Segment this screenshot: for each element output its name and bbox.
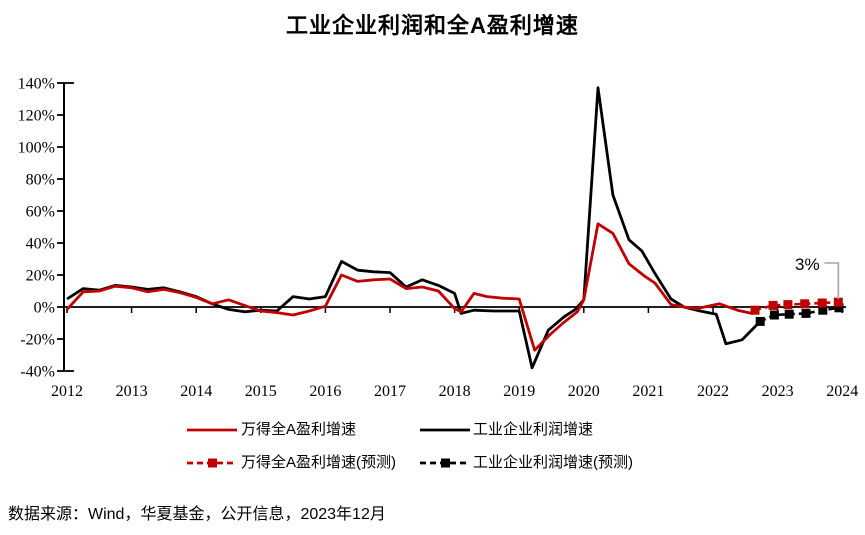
- legend-sample-red-solid: [187, 428, 237, 432]
- forecast-marker: [769, 310, 779, 320]
- annotation-label: 3%: [795, 255, 820, 274]
- legend-sample-red-dashed: [187, 458, 237, 468]
- x-tick-label: 2013: [116, 383, 148, 400]
- series-line-red: [65, 222, 756, 352]
- y-tick-label: -20%: [20, 332, 55, 349]
- x-tick-label: 2018: [439, 383, 471, 400]
- x-tick-label: 2016: [309, 383, 341, 400]
- forecast-marker: [784, 309, 794, 319]
- x-tick-label: 2022: [697, 383, 729, 400]
- y-tick-label: 140%: [18, 76, 55, 93]
- x-tick-label: 2024: [826, 383, 858, 400]
- forecast-marker: [800, 299, 810, 309]
- forecast-marker: [768, 300, 778, 310]
- legend-label: 万得全A盈利增速: [241, 421, 357, 438]
- legend-label: 工业企业利润增速: [473, 421, 594, 438]
- legend-label: 万得全A盈利增速(预测): [241, 454, 396, 471]
- line-chart: 140% 120% 100% 80% 60% 40% 20% 0% -20% -40% 2012 20…: [18, 76, 859, 401]
- source-note: 数据来源：Wind，华夏基金，公开信息，2023年12月: [8, 506, 386, 523]
- y-tick-label: 20%: [26, 268, 55, 285]
- series-line-black: [66, 86, 762, 370]
- chart-series: [65, 86, 844, 370]
- x-tick-label: 2012: [51, 383, 83, 400]
- chart-annotation: 3%: [795, 255, 840, 300]
- forecast-marker: [817, 298, 827, 308]
- y-tick-label: -40%: [20, 364, 55, 381]
- x-tick-label: 2014: [180, 383, 212, 400]
- x-tick-label: 2017: [374, 383, 406, 400]
- y-tick-label: 0%: [34, 300, 55, 317]
- forecast-marker: [801, 308, 811, 318]
- legend-sample-black-solid: [420, 428, 470, 432]
- forecast-marker: [755, 316, 765, 326]
- y-tick-label: 80%: [26, 172, 55, 189]
- x-tick-label: 2023: [762, 383, 794, 400]
- chart-title: 工业企业利润和全A盈利增速: [286, 13, 579, 38]
- forecast-marker: [750, 305, 760, 315]
- y-tick-label: 100%: [18, 140, 55, 157]
- y-tick-label: 120%: [18, 108, 55, 125]
- chart-axes: 140% 120% 100% 80% 60% 40% 20% 0% -20% -40% 2012 20…: [18, 76, 859, 401]
- annotation-callout-line: [824, 262, 840, 300]
- x-tick-label: 2015: [245, 383, 277, 400]
- y-tick-label: 40%: [26, 236, 55, 253]
- forecast-marker: [833, 297, 843, 307]
- x-tick-label: 2020: [568, 383, 600, 400]
- y-tick-label: 60%: [26, 204, 55, 221]
- forecast-marker: [818, 305, 828, 315]
- forecast-marker: [783, 300, 793, 310]
- legend-sample-black-dashed: [420, 458, 470, 468]
- x-tick-label: 2021: [632, 383, 664, 400]
- forecast-marker: [834, 303, 844, 313]
- x-tick-label: 2019: [503, 383, 535, 400]
- legend-label: 工业企业利润增速(预测): [473, 454, 633, 471]
